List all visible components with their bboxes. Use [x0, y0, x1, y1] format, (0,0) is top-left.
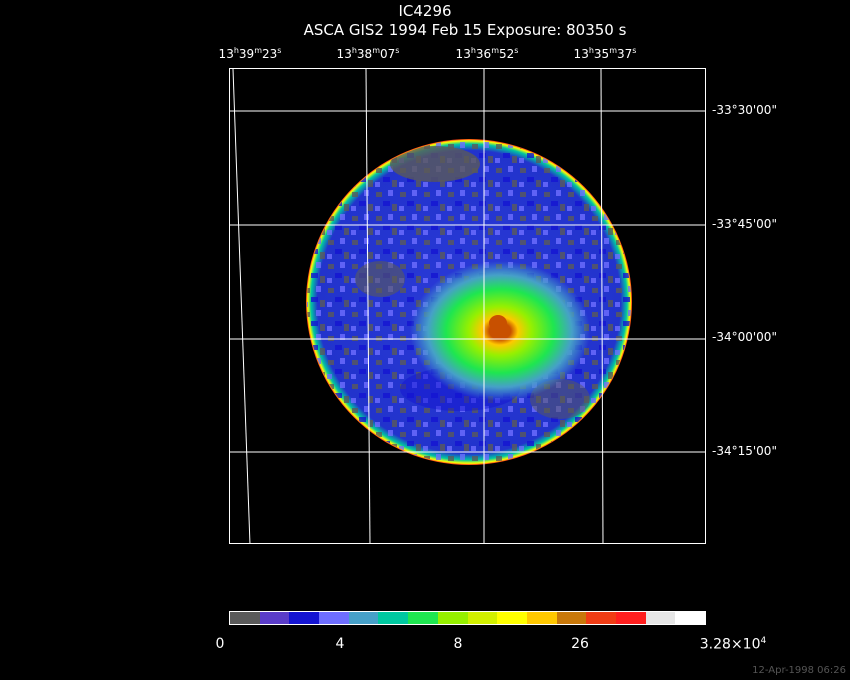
colorbar-segment [319, 612, 349, 624]
xray-source [410, 261, 590, 401]
image-title: IC4296 [398, 2, 452, 20]
colorbar-segment [645, 612, 676, 624]
colorbar-segment [467, 612, 498, 624]
colorbar-label: 26 [571, 636, 589, 652]
colorbar-label: 8 [453, 636, 463, 652]
ra-tick-label: 13h36m52s [455, 46, 519, 61]
colorbar-segment [586, 612, 616, 624]
colorbar-label: 3.28×104 [699, 636, 767, 653]
colorbar-label: 0 [215, 636, 225, 652]
colorbar-label: 4 [335, 636, 345, 652]
colorbar-segment [437, 612, 468, 624]
dec-tick-label: -34°00'00" [712, 330, 777, 344]
colorbar-segment [348, 612, 379, 624]
colorbar-segment [408, 612, 438, 624]
ra-tick-label: 13h35m37s [573, 46, 637, 61]
colorbar [229, 611, 706, 625]
ra-tick-label: 13h39m23s [218, 46, 282, 61]
source-core [489, 315, 507, 331]
timestamp: 12-Apr-1998 06:26 [752, 665, 846, 676]
ra-tick-label: 13h38m07s [336, 46, 400, 61]
image-frame [229, 68, 706, 544]
dec-tick-label: -34°15'00" [712, 444, 777, 458]
colorbar-segment [378, 612, 409, 624]
colorbar-segment [497, 612, 527, 624]
xray-image [230, 69, 705, 543]
colorbar-segment [230, 612, 260, 624]
image-subtitle: ASCA GIS2 1994 Feb 15 Exposure: 80350 s [303, 21, 627, 39]
colorbar-segment [526, 612, 557, 624]
colorbar-segment [289, 612, 320, 624]
colorbar-segment [556, 612, 587, 624]
dec-tick-label: -33°30'00" [712, 103, 777, 117]
colorbar-segment [615, 612, 646, 624]
coordinate-grid [230, 69, 705, 543]
colorbar-segment [259, 612, 290, 624]
dec-tick-label: -33°45'00" [712, 217, 777, 231]
colorbar-segment [675, 612, 705, 624]
